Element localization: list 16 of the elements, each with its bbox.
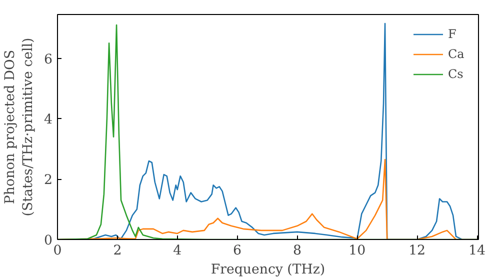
y-tick-label: 4 (44, 112, 53, 128)
x-tick-label: 8 (292, 244, 302, 258)
x-tick-label: 12 (408, 244, 426, 258)
x-tick-label: 14 (468, 244, 486, 258)
x-tick-label: 2 (113, 244, 122, 258)
x-tick-label: 4 (173, 244, 182, 258)
x-tick-label: 6 (233, 244, 242, 258)
x-tick-label: 10 (348, 244, 366, 258)
x-axis-title: Frequency (THz) (210, 262, 326, 278)
y-tick-label: 2 (44, 173, 53, 188)
y-tick-label: 0 (44, 234, 53, 248)
legend-label: Ca (448, 47, 466, 61)
legend-label: Cs (448, 67, 464, 81)
legend-label: F (448, 27, 458, 41)
y-axis-title: Phonon projected DOS (States/THz·primitive cell) (3, 38, 36, 216)
y-tick-label: 6 (44, 52, 53, 68)
